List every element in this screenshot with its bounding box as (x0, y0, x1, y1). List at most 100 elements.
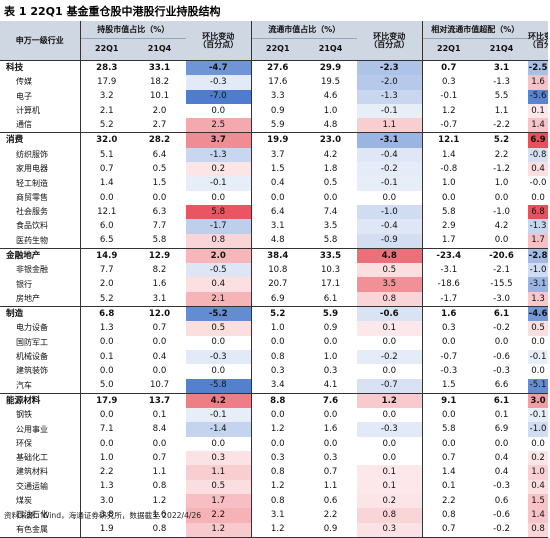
industry-name: 通信 (0, 118, 81, 133)
value-cell: 0.8 (270, 495, 285, 506)
change-cell: 1.2 (357, 392, 423, 409)
value-cell: 1.0 (494, 178, 509, 189)
change-cell: 0.1 (528, 103, 549, 119)
industry-name: 食品饮料 (0, 219, 81, 234)
industry-name: 房地产 (0, 291, 81, 307)
change-cell: -4.7 (186, 60, 252, 76)
change-cell: 0.8 (357, 291, 423, 307)
value-cell: 5.2 (475, 132, 529, 148)
value-cell: -0.6 (493, 351, 510, 362)
industry-name: 电力设备 (0, 321, 81, 336)
industry-name: 制造 (0, 306, 81, 322)
value-cell: 19.9 (251, 132, 305, 148)
table-row: 环保 0.0 0.0 0.0 0.0 0.0 0.0 0.0 0.0 0.0 (0, 436, 548, 452)
change-cell: 1.2 (186, 522, 252, 538)
change-cell: 1.3 (528, 291, 549, 307)
value-cell: 17.9 (80, 392, 133, 409)
value-cell: 0.9 (304, 522, 358, 538)
value-cell: 1.4 (441, 467, 456, 478)
header-industry: 申万一级行业 (0, 21, 81, 61)
change-cell: -0.8 (528, 147, 549, 163)
value-cell: 6.0 (99, 221, 114, 232)
industry-name: 科技 (0, 60, 81, 76)
change-cell: 0.1 (357, 465, 423, 480)
value-cell: 7.6 (304, 392, 358, 409)
header-change-line1: 环比变动 (202, 31, 235, 41)
value-cell: 0.0 (441, 337, 456, 348)
industry-name: 医药生物 (0, 233, 81, 249)
value-cell: 0.0 (152, 438, 167, 449)
value-cell: 10.8 (268, 265, 288, 275)
change-cell: -0.4 (357, 219, 423, 234)
value-cell: 0.0 (323, 192, 338, 203)
table-row: 社会服务 12.1 6.3 5.8 6.4 7.4 -1.0 5.8 -1.0 6.8 (0, 204, 549, 220)
change-cell: 0.5 (528, 321, 549, 336)
value-cell: 1.6 (422, 306, 476, 322)
value-cell: 3.4 (270, 380, 285, 391)
value-cell: 0.5 (152, 163, 167, 174)
value-cell: 8.2 (152, 265, 167, 275)
industry-name: 煤炭 (0, 493, 81, 509)
change-cell: 0.5 (186, 479, 252, 494)
change-cell: -7.0 (186, 89, 252, 104)
industry-name: 汽车 (0, 378, 81, 394)
value-cell: 28.3 (80, 60, 133, 76)
header-change-line1: 环比变动 (373, 31, 406, 41)
value-cell: 0.0 (270, 192, 285, 203)
change-cell: 3.5 (357, 277, 423, 292)
value-cell: 2.7 (152, 120, 167, 131)
value-cell: 0.1 (152, 409, 167, 420)
value-cell: 0.7 (422, 522, 476, 538)
header-q4: 21Q4 (304, 38, 358, 61)
value-cell: 6.9 (494, 424, 509, 435)
table-row: 家用电器 0.7 0.5 0.2 1.5 1.8 -0.2 -0.8 -1.2 0.4 (0, 162, 549, 177)
value-cell: 32.0 (80, 132, 133, 148)
value-cell: 6.1 (475, 306, 529, 322)
change-cell: 0.0 (531, 366, 545, 377)
value-cell: 0.0 (270, 337, 285, 348)
value-cell: 1.7 (441, 235, 456, 246)
table-row: 纺织服饰 5.1 6.4 -1.3 3.7 4.2 -0.4 1.4 2.2 -0.8 (0, 147, 549, 163)
industry-name: 建筑材料 (0, 465, 81, 480)
value-cell: -23.4 (422, 247, 476, 264)
change-cell: -3.1 (357, 132, 423, 148)
value-cell: 10.7 (149, 380, 170, 391)
table-row: 传媒 17.9 18.2 -0.3 17.6 19.5 -2.0 0.3 -1.3 1.6 (0, 75, 549, 90)
value-cell: 3.1 (270, 221, 285, 232)
header-group-float: 流通市值占比（%） (251, 21, 358, 39)
value-cell: 7.7 (152, 221, 167, 232)
table-row: 建筑装饰 0.0 0.0 0.0 0.3 0.3 0.0 -0.3 -0.3 0.0 (0, 364, 548, 379)
value-cell: 0.0 (323, 409, 338, 420)
change-cell: -0.1 (357, 103, 423, 119)
source-note: 资料来源：Wind，海通证券研究所，数据截至 2022/4/26 (4, 511, 202, 520)
value-cell: -0.3 (440, 366, 458, 377)
value-cell: 0.6 (323, 495, 338, 506)
value-cell: 1.2 (251, 522, 305, 538)
value-cell: 38.4 (251, 247, 305, 264)
change-cell: -5.8 (186, 378, 252, 394)
change-cell: 1.7 (528, 233, 549, 249)
change-cell: 0.5 (357, 263, 423, 278)
change-cell: 0.0 (531, 337, 545, 348)
change-cell: 0.2 (528, 451, 549, 466)
value-cell: 0.4 (270, 178, 285, 189)
change-cell: 0.4 (186, 277, 252, 292)
value-cell: 3.0 (99, 495, 114, 506)
industry-name: 传媒 (0, 75, 81, 90)
change-cell: 0.0 (357, 364, 423, 379)
change-cell: 1.4 (528, 118, 549, 133)
value-cell: 1.9 (80, 522, 133, 538)
change-cell: -2.3 (357, 60, 423, 76)
header-q4: 21Q4 (475, 38, 529, 61)
table-row: 非银金融 7.7 8.2 -0.5 10.8 10.3 0.5 -3.1 -2.1 -1.0 (0, 263, 549, 278)
change-cell: 0.3 (357, 522, 423, 538)
value-cell: 0.3 (323, 452, 338, 463)
value-cell: 0.0 (441, 409, 456, 420)
change-cell: 2.1 (186, 291, 252, 307)
table-row: 基础化工 1.0 0.7 0.3 0.3 0.3 0.0 0.7 0.4 0.2 (0, 451, 549, 466)
change-cell: 0.2 (357, 493, 423, 509)
value-cell: 1.0 (323, 351, 338, 362)
value-cell: 0.3 (323, 366, 338, 377)
value-cell: 0.0 (494, 192, 509, 203)
change-cell: 2.0 (186, 247, 252, 264)
